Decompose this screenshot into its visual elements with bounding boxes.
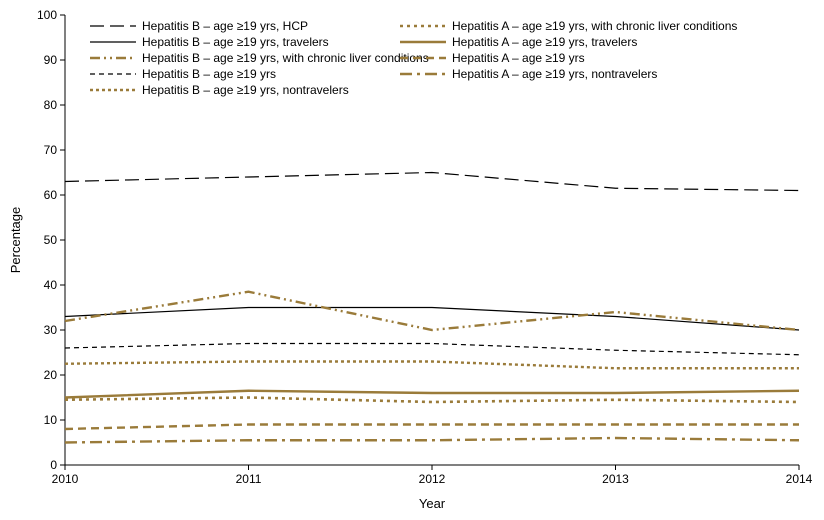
svg-text:2011: 2011	[236, 472, 262, 486]
svg-text:100: 100	[37, 8, 57, 22]
svg-text:40: 40	[44, 278, 58, 292]
svg-text:80: 80	[44, 98, 58, 112]
svg-text:50: 50	[44, 233, 58, 247]
svg-text:2014: 2014	[786, 472, 813, 486]
svg-text:70: 70	[44, 143, 58, 157]
svg-text:90: 90	[44, 53, 58, 67]
legend-label-hepB_hcp: Hepatitis B – age ≥19 yrs, HCP	[142, 19, 308, 33]
svg-text:30: 30	[44, 323, 58, 337]
chart-svg: 0 10 20 30 40 50 60 70 80 90 100 2010 2011 2012 2013 20…	[0, 0, 824, 520]
svg-text:2010: 2010	[52, 472, 79, 486]
line-chart: 0 10 20 30 40 50 60 70 80 90 100 2010 2011 2012 2013 20…	[0, 0, 824, 520]
legend-label-hepA_all: Hepatitis A – age ≥19 yrs	[452, 51, 585, 65]
legend-label-hepB_travelers: Hepatitis B – age ≥19 yrs, travelers	[142, 35, 329, 49]
legend-label-hepB_all: Hepatitis B – age ≥19 yrs	[142, 67, 276, 81]
svg-text:20: 20	[44, 368, 58, 382]
legend-label-hepB_chronic: Hepatitis B – age ≥19 yrs, with chronic …	[142, 51, 429, 65]
svg-text:2013: 2013	[602, 472, 629, 486]
legend-label-hepA_chronic: Hepatitis A – age ≥19 yrs, with chronic …	[452, 19, 737, 33]
x-axis-label: Year	[419, 496, 446, 511]
legend-label-hepB_nontrav: Hepatitis B – age ≥19 yrs, nontravelers	[142, 83, 349, 97]
svg-text:60: 60	[44, 188, 58, 202]
svg-text:2012: 2012	[419, 472, 446, 486]
y-axis-label: Percentage	[8, 207, 23, 274]
legend-label-hepA_travelers: Hepatitis A – age ≥19 yrs, travelers	[452, 35, 637, 49]
legend-label-hepA_nontrav: Hepatitis A – age ≥19 yrs, nontravelers	[452, 67, 657, 81]
svg-text:10: 10	[44, 413, 58, 427]
svg-text:0: 0	[50, 458, 57, 472]
